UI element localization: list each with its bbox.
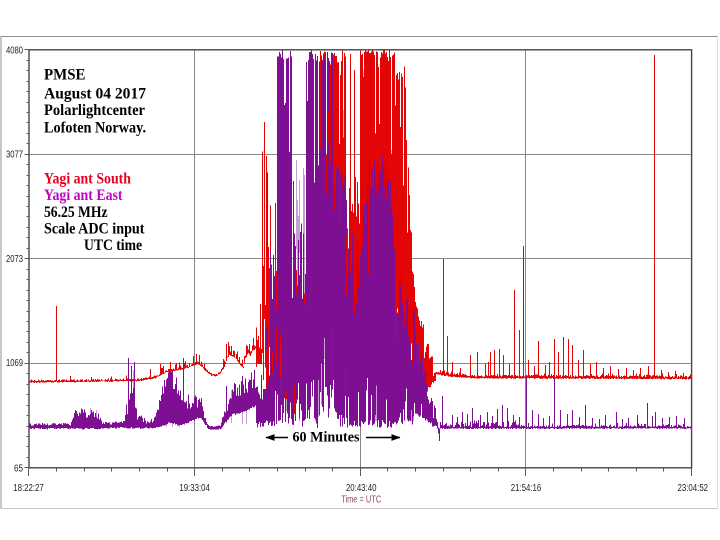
svg-text:60 Minutes: 60 Minutes bbox=[293, 430, 360, 446]
svg-text:UTC time: UTC time bbox=[84, 237, 142, 254]
svg-text:19:33:04: 19:33:04 bbox=[179, 483, 210, 494]
svg-text:Yagi ant East: Yagi ant East bbox=[44, 187, 123, 204]
svg-text:23:04:52: 23:04:52 bbox=[678, 483, 709, 494]
svg-text:1069: 1069 bbox=[6, 358, 23, 369]
svg-text:PMSE: PMSE bbox=[44, 66, 86, 83]
svg-text:Time = UTC: Time = UTC bbox=[341, 495, 381, 506]
svg-text:21:54:16: 21:54:16 bbox=[511, 483, 542, 494]
svg-text:3077: 3077 bbox=[6, 150, 23, 161]
svg-text:18:22:27: 18:22:27 bbox=[13, 483, 44, 494]
svg-text:Lofoten Norway.: Lofoten Norway. bbox=[44, 120, 146, 137]
svg-text:Yagi ant South: Yagi ant South bbox=[44, 171, 131, 188]
svg-text:August 04 2017: August 04 2017 bbox=[44, 85, 146, 102]
svg-text:65: 65 bbox=[14, 464, 23, 475]
svg-text:Polarlightcenter: Polarlightcenter bbox=[44, 102, 145, 119]
svg-text:20:43:40: 20:43:40 bbox=[346, 483, 377, 494]
svg-text:4080: 4080 bbox=[6, 45, 23, 56]
svg-text:56.25 MHz: 56.25 MHz bbox=[44, 204, 108, 221]
svg-text:2073: 2073 bbox=[6, 254, 23, 265]
svg-text:Scale ADC input: Scale ADC input bbox=[44, 221, 145, 238]
